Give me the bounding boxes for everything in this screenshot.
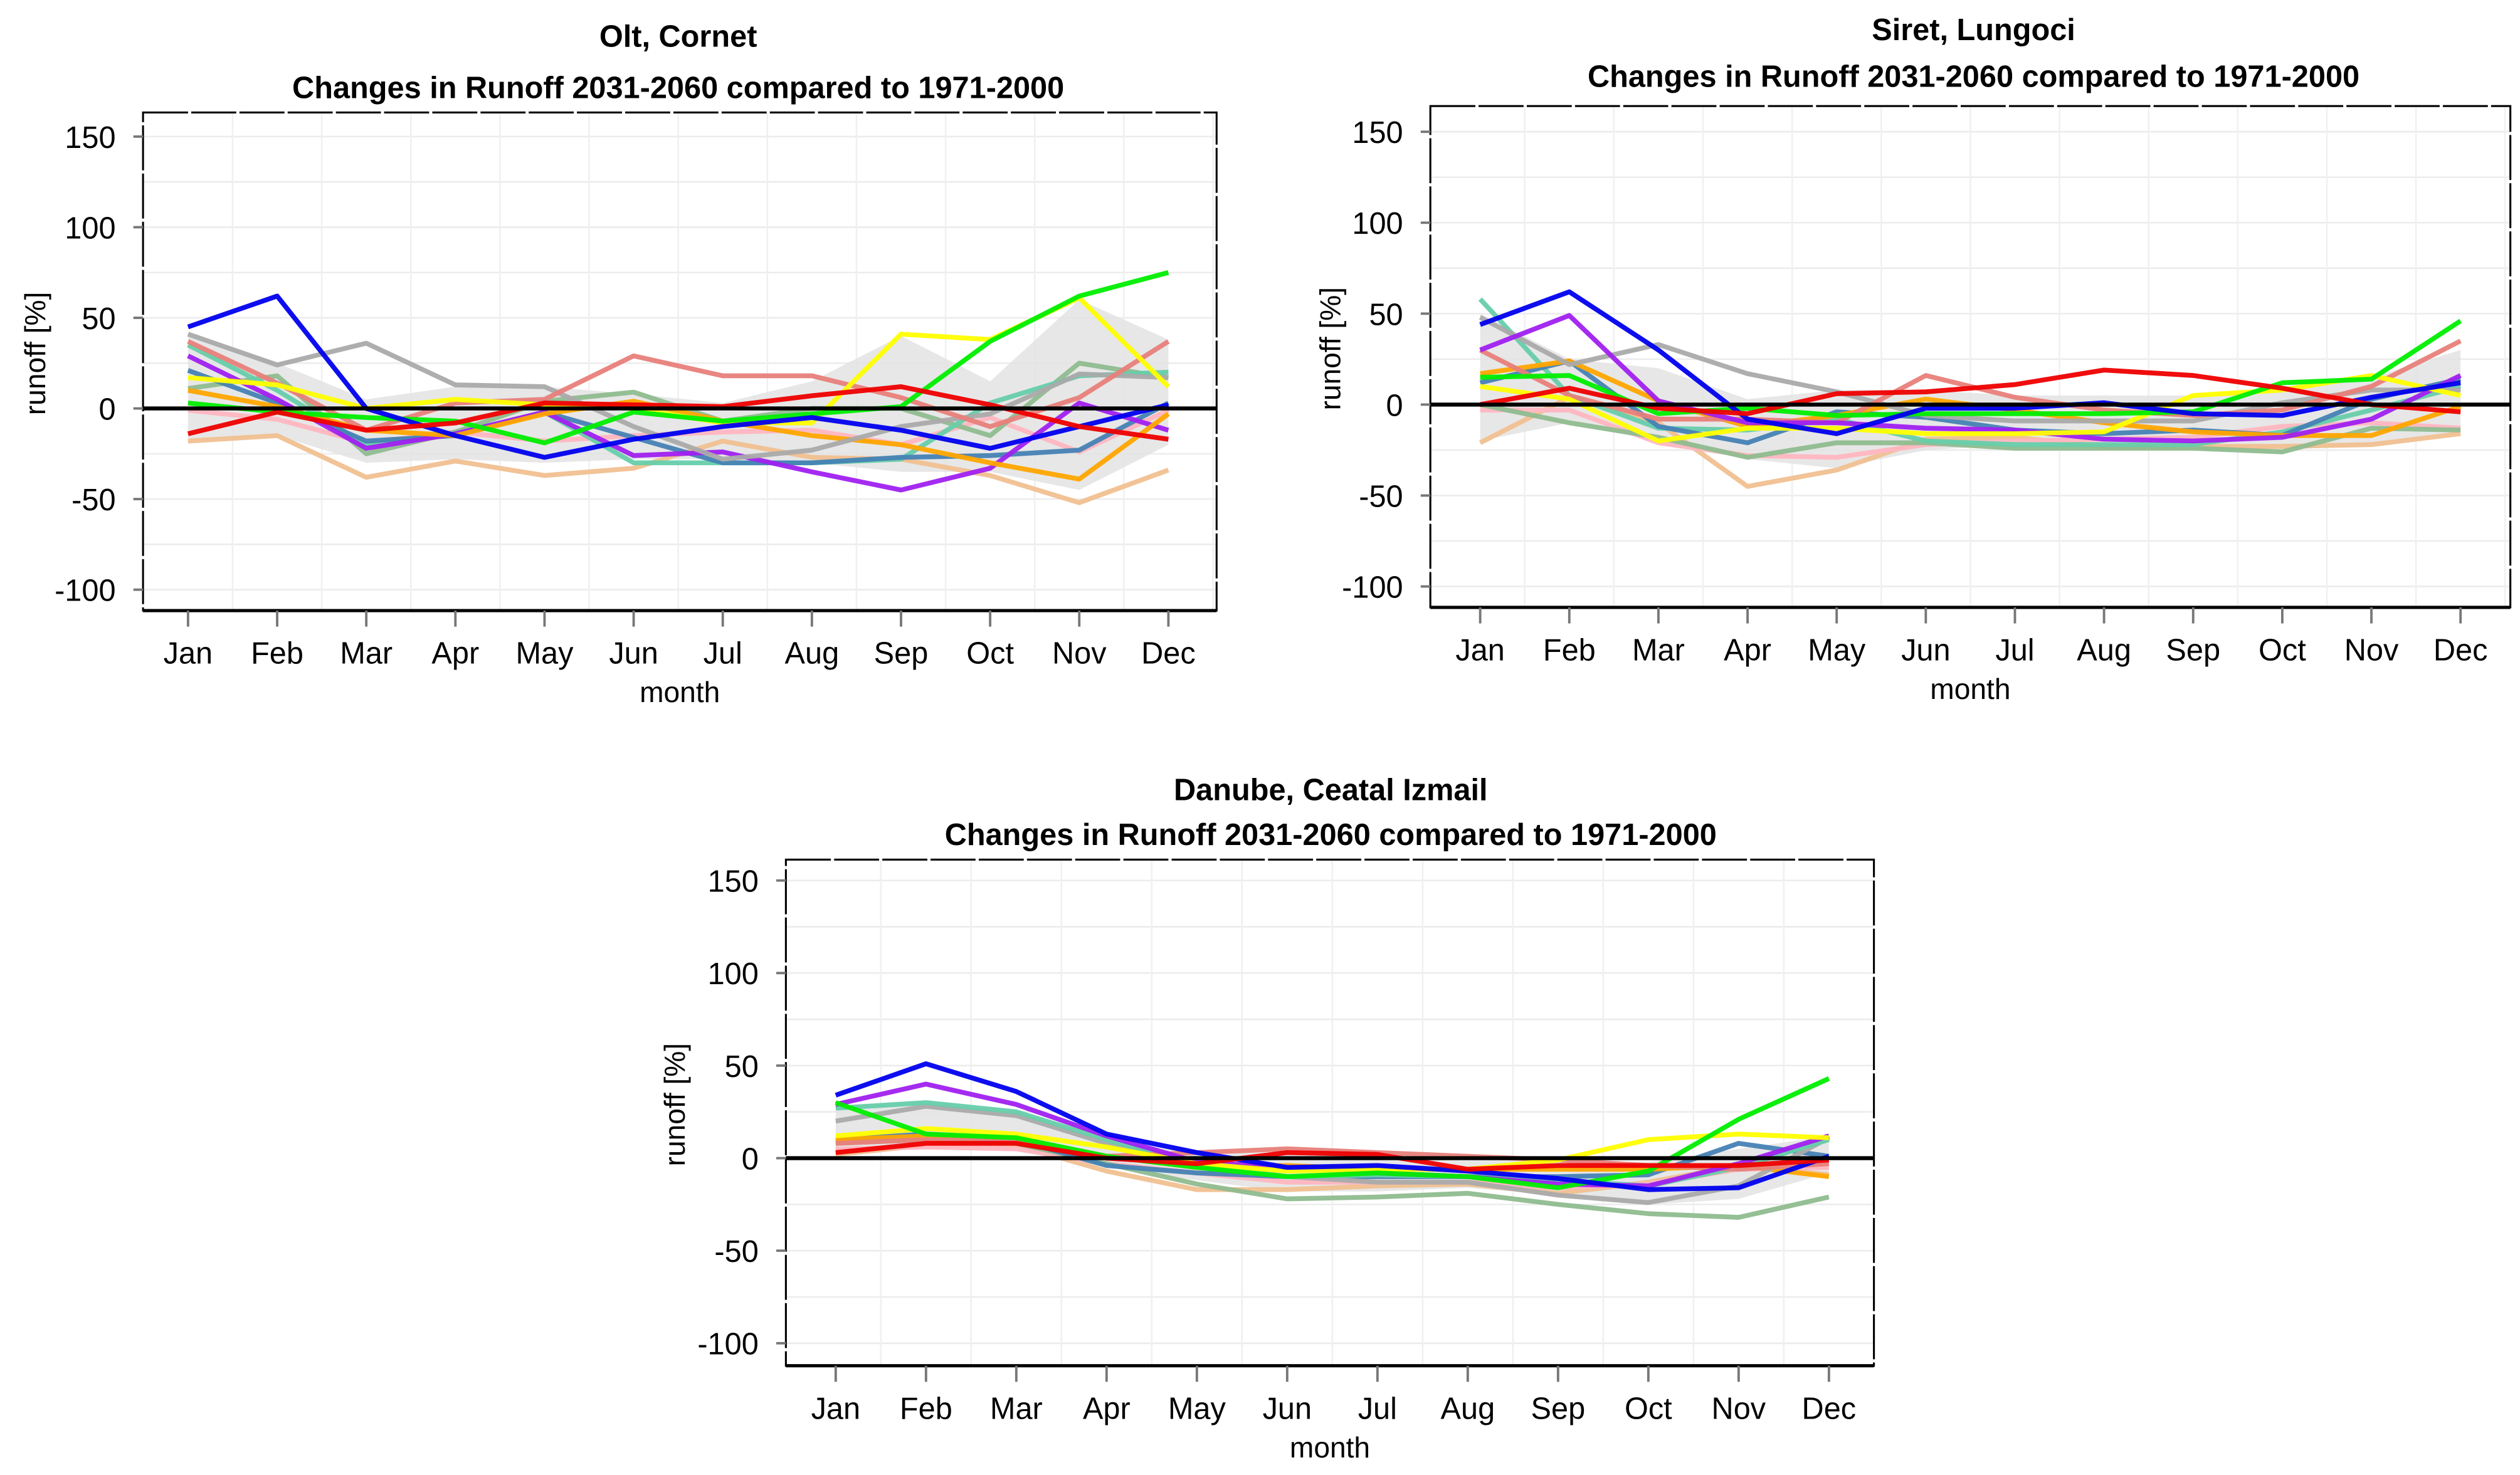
y-tick-label: 150 — [708, 865, 759, 899]
series-line-blue — [187, 293, 1169, 460]
x-tick-label: Jan — [811, 1392, 860, 1425]
chart-title: Danube, Ceatal Izmail — [1174, 773, 1488, 807]
x-tick-label: Nov — [1052, 637, 1107, 671]
x-tick-label: Mar — [1632, 633, 1685, 667]
x-tick-label: Feb — [1543, 633, 1596, 667]
series-line-red — [835, 1141, 1830, 1172]
series-line-purple — [1479, 313, 2462, 444]
y-tick-label: -100 — [55, 574, 115, 608]
x-tick-label: Jan — [1455, 633, 1505, 667]
x-tick-label: Oct — [2259, 633, 2306, 667]
x-tick-label: May — [1808, 633, 1866, 667]
y-tick-label: -50 — [71, 483, 115, 517]
series-line-blue — [835, 1061, 1830, 1192]
x-tick-label: Nov — [1712, 1392, 1766, 1425]
y-tick-label: 0 — [742, 1142, 759, 1176]
series-line-green — [187, 270, 1169, 446]
x-tick-label: Feb — [251, 637, 303, 671]
x-axis-title: month — [1290, 1431, 1370, 1464]
y-tick-label: 100 — [1352, 207, 1403, 241]
series-line-gray — [835, 1104, 1830, 1205]
x-tick-label: Feb — [900, 1392, 952, 1425]
y-tick-label: 50 — [725, 1050, 759, 1084]
series-line-gray — [1479, 315, 2461, 424]
x-tick-label: Aug — [2077, 633, 2131, 667]
x-tick-label: Jul — [1358, 1392, 1397, 1425]
x-tick-label: Sep — [2166, 633, 2220, 667]
chart-title: Olt, Cornet — [599, 19, 757, 53]
x-tick-label: Nov — [2344, 633, 2399, 667]
x-tick-label: Jun — [609, 637, 658, 671]
y-tick-label: 50 — [82, 302, 115, 336]
x-tick-label: Jul — [704, 637, 742, 671]
chart-subtitle: Changes in Runoff 2031-2060 compared to … — [1588, 60, 2359, 93]
x-tick-label: Jun — [1263, 1392, 1312, 1425]
x-tick-label: Dec — [1141, 637, 1196, 671]
x-tick-label: Jan — [164, 637, 213, 671]
x-tick-label: Dec — [2433, 633, 2488, 667]
x-tick-label: Sep — [1531, 1392, 1586, 1425]
chart-title: Siret, Lungoci — [1872, 13, 2075, 47]
y-tick-label: 50 — [1369, 298, 1403, 332]
x-tick-label: Sep — [874, 637, 929, 671]
x-tick-label: Oct — [966, 637, 1014, 671]
series-line-green — [835, 1076, 1830, 1190]
y-tick-label: -100 — [1342, 571, 1403, 605]
x-tick-label: Apr — [1083, 1392, 1131, 1425]
chart-subtitle: Changes in Runoff 2031-2060 compared to … — [292, 71, 1064, 105]
x-tick-label: Oct — [1625, 1392, 1672, 1425]
y-axis-title: runoff [%] — [19, 292, 51, 416]
series-line-yellow — [835, 1126, 1830, 1174]
x-tick-label: May — [515, 637, 574, 671]
y-tick-label: 0 — [98, 393, 115, 427]
y-axis-title: runoff [%] — [1314, 287, 1347, 411]
y-tick-label: 100 — [65, 211, 115, 245]
x-tick-label: Aug — [785, 637, 840, 671]
x-axis-title: month — [640, 676, 720, 708]
y-tick-label: -50 — [1359, 480, 1403, 513]
y-tick-label: 100 — [708, 957, 759, 991]
series-line-purple — [187, 354, 1169, 493]
x-tick-label: Mar — [340, 637, 393, 671]
y-tick-label: -50 — [714, 1235, 758, 1269]
x-tick-label: Aug — [1441, 1392, 1495, 1425]
x-tick-label: Apr — [1724, 633, 1771, 667]
x-tick-label: Jun — [1901, 633, 1950, 667]
y-tick-label: 150 — [1352, 116, 1403, 150]
x-tick-label: May — [1168, 1392, 1226, 1425]
series-line-yellow — [1480, 373, 2462, 444]
x-tick-label: Jul — [1995, 633, 2034, 667]
chart-panel: Siret, Lungoci Changes in Runoff 2031-206… — [1314, 13, 2512, 705]
chart-subtitle: Changes in Runoff 2031-2060 compared to … — [945, 818, 1717, 852]
x-tick-label: Apr — [431, 637, 479, 671]
chart-panel: Danube, Ceatal Izmail Changes in Runoff 2… — [658, 773, 1875, 1464]
y-tick-label: -100 — [697, 1328, 758, 1362]
y-tick-label: 0 — [1386, 389, 1403, 423]
x-tick-label: Dec — [1802, 1392, 1857, 1425]
series-line-blue — [1479, 289, 2461, 436]
chart-panel: Olt, Cornet Changes in Runoff 2031-2060 c… — [19, 19, 1218, 708]
y-axis-title: runoff [%] — [658, 1043, 691, 1167]
y-tick-label: 150 — [65, 121, 115, 155]
x-tick-label: Mar — [990, 1392, 1043, 1425]
series-line-salmon — [187, 339, 1170, 433]
x-axis-title: month — [1930, 673, 2010, 705]
